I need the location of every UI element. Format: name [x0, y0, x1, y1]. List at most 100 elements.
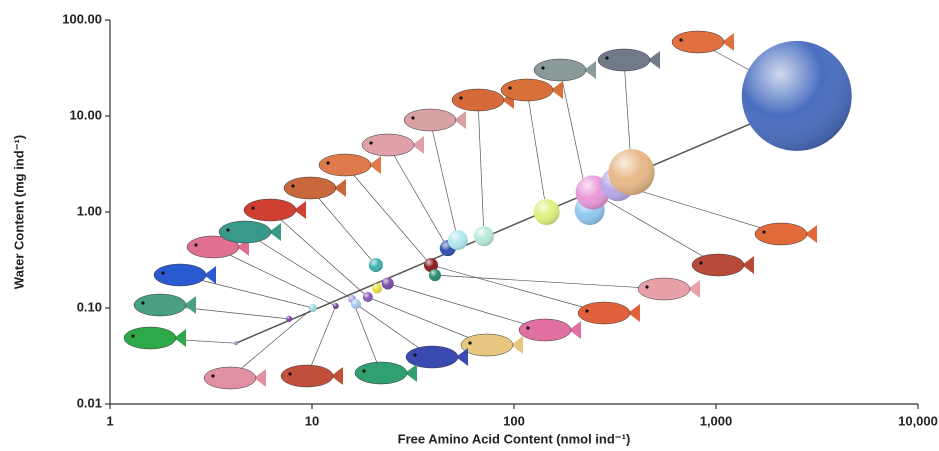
fish-tail: [184, 296, 196, 314]
leader-line: [526, 89, 547, 213]
fish: [451, 88, 505, 112]
fish-eye: [699, 261, 703, 265]
fish-tail: [688, 280, 700, 298]
x-axis-label: Free Amino Acid Content (nmol ind⁻¹): [398, 431, 631, 446]
fish-eye: [413, 353, 417, 357]
x-tick-label: 1: [106, 413, 113, 428]
leader-line: [244, 231, 353, 300]
fish: [691, 253, 745, 277]
fish-eye: [679, 38, 683, 42]
fish-eye: [459, 96, 463, 100]
leader-line: [434, 274, 665, 290]
fish: [460, 333, 514, 357]
fish-tail: [204, 266, 216, 284]
leader-line: [429, 119, 459, 241]
y-tick-label: 10.00: [69, 107, 102, 122]
fish-tail: [805, 225, 817, 243]
fish-layer: [123, 30, 817, 390]
fish-tail: [334, 179, 346, 197]
fish: [577, 301, 631, 325]
fish: [123, 326, 177, 350]
fish: [518, 318, 572, 342]
fish: [533, 58, 587, 82]
leader-line: [212, 246, 336, 307]
bubble-shine: [372, 283, 383, 294]
fish: [361, 133, 415, 157]
leader-line: [617, 183, 782, 235]
leader-line: [351, 298, 382, 374]
fish: [637, 277, 691, 301]
fish: [153, 263, 207, 287]
bubble-shine: [533, 199, 560, 225]
fish-tail: [269, 223, 281, 241]
fish: [500, 78, 554, 102]
y-tick-label: 100.00: [62, 11, 102, 26]
fish-eye: [251, 206, 255, 210]
trend-line: [235, 103, 798, 344]
fish-tail: [569, 321, 581, 339]
fish-tail: [742, 256, 754, 274]
bubble-shine: [428, 269, 441, 282]
bubble-shine: [473, 226, 494, 247]
bubble-shine: [741, 40, 852, 151]
fish-eye: [526, 326, 530, 330]
x-tick-label: 10,000: [898, 413, 938, 428]
fish: [403, 108, 457, 132]
fish: [671, 30, 725, 54]
leader-line: [477, 99, 485, 237]
x-tick-label: 10: [305, 413, 319, 428]
fish-eye: [161, 271, 165, 275]
fish-eye: [131, 334, 135, 338]
y-tick-label: 1.00: [77, 203, 102, 218]
fish-tail: [254, 369, 266, 387]
leader-line: [367, 296, 488, 346]
y-tick-label: 0.10: [77, 299, 102, 314]
fish-eye: [541, 66, 545, 70]
leader-line: [387, 283, 546, 331]
leader-line: [229, 307, 314, 379]
bubble-shine: [608, 149, 655, 196]
fish: [186, 235, 240, 259]
y-tick-label: 0.01: [77, 395, 102, 410]
fish-tail: [628, 304, 640, 322]
fish: [283, 176, 337, 200]
fish-eye: [645, 285, 649, 289]
fish-tail: [584, 61, 596, 79]
fish-eye: [194, 243, 198, 247]
fish-tail: [722, 33, 734, 51]
fish-eye: [326, 161, 330, 165]
fish: [280, 364, 334, 388]
fish-eye: [605, 56, 609, 60]
fish-eye: [362, 369, 366, 373]
leader-line: [309, 187, 377, 266]
leader-line: [592, 192, 719, 266]
fish-eye: [288, 372, 292, 376]
x-tick-label: 1,000: [700, 413, 733, 428]
bubble-shine: [381, 277, 394, 290]
fish-tail: [511, 336, 523, 354]
leader-line: [344, 164, 432, 266]
bubble-shine: [368, 258, 383, 273]
fish: [133, 293, 187, 317]
leader-line: [430, 264, 605, 314]
fish: [405, 345, 459, 369]
fish-tail: [456, 348, 468, 366]
bubble-shine: [350, 299, 361, 310]
fish-tail: [174, 329, 186, 347]
fish: [318, 153, 372, 177]
fish-eye: [226, 228, 230, 232]
leader-line: [387, 144, 449, 249]
fish-tail: [405, 364, 417, 382]
fish: [243, 198, 297, 222]
bubble-shine: [332, 302, 339, 309]
fish-tail: [648, 51, 660, 69]
fish-tail: [412, 136, 424, 154]
bubble-shine: [447, 230, 468, 251]
bubble-shine: [423, 258, 438, 273]
leader-line: [269, 209, 369, 298]
fish-eye: [291, 184, 295, 188]
fish: [597, 48, 651, 72]
fish-eye: [211, 374, 215, 378]
